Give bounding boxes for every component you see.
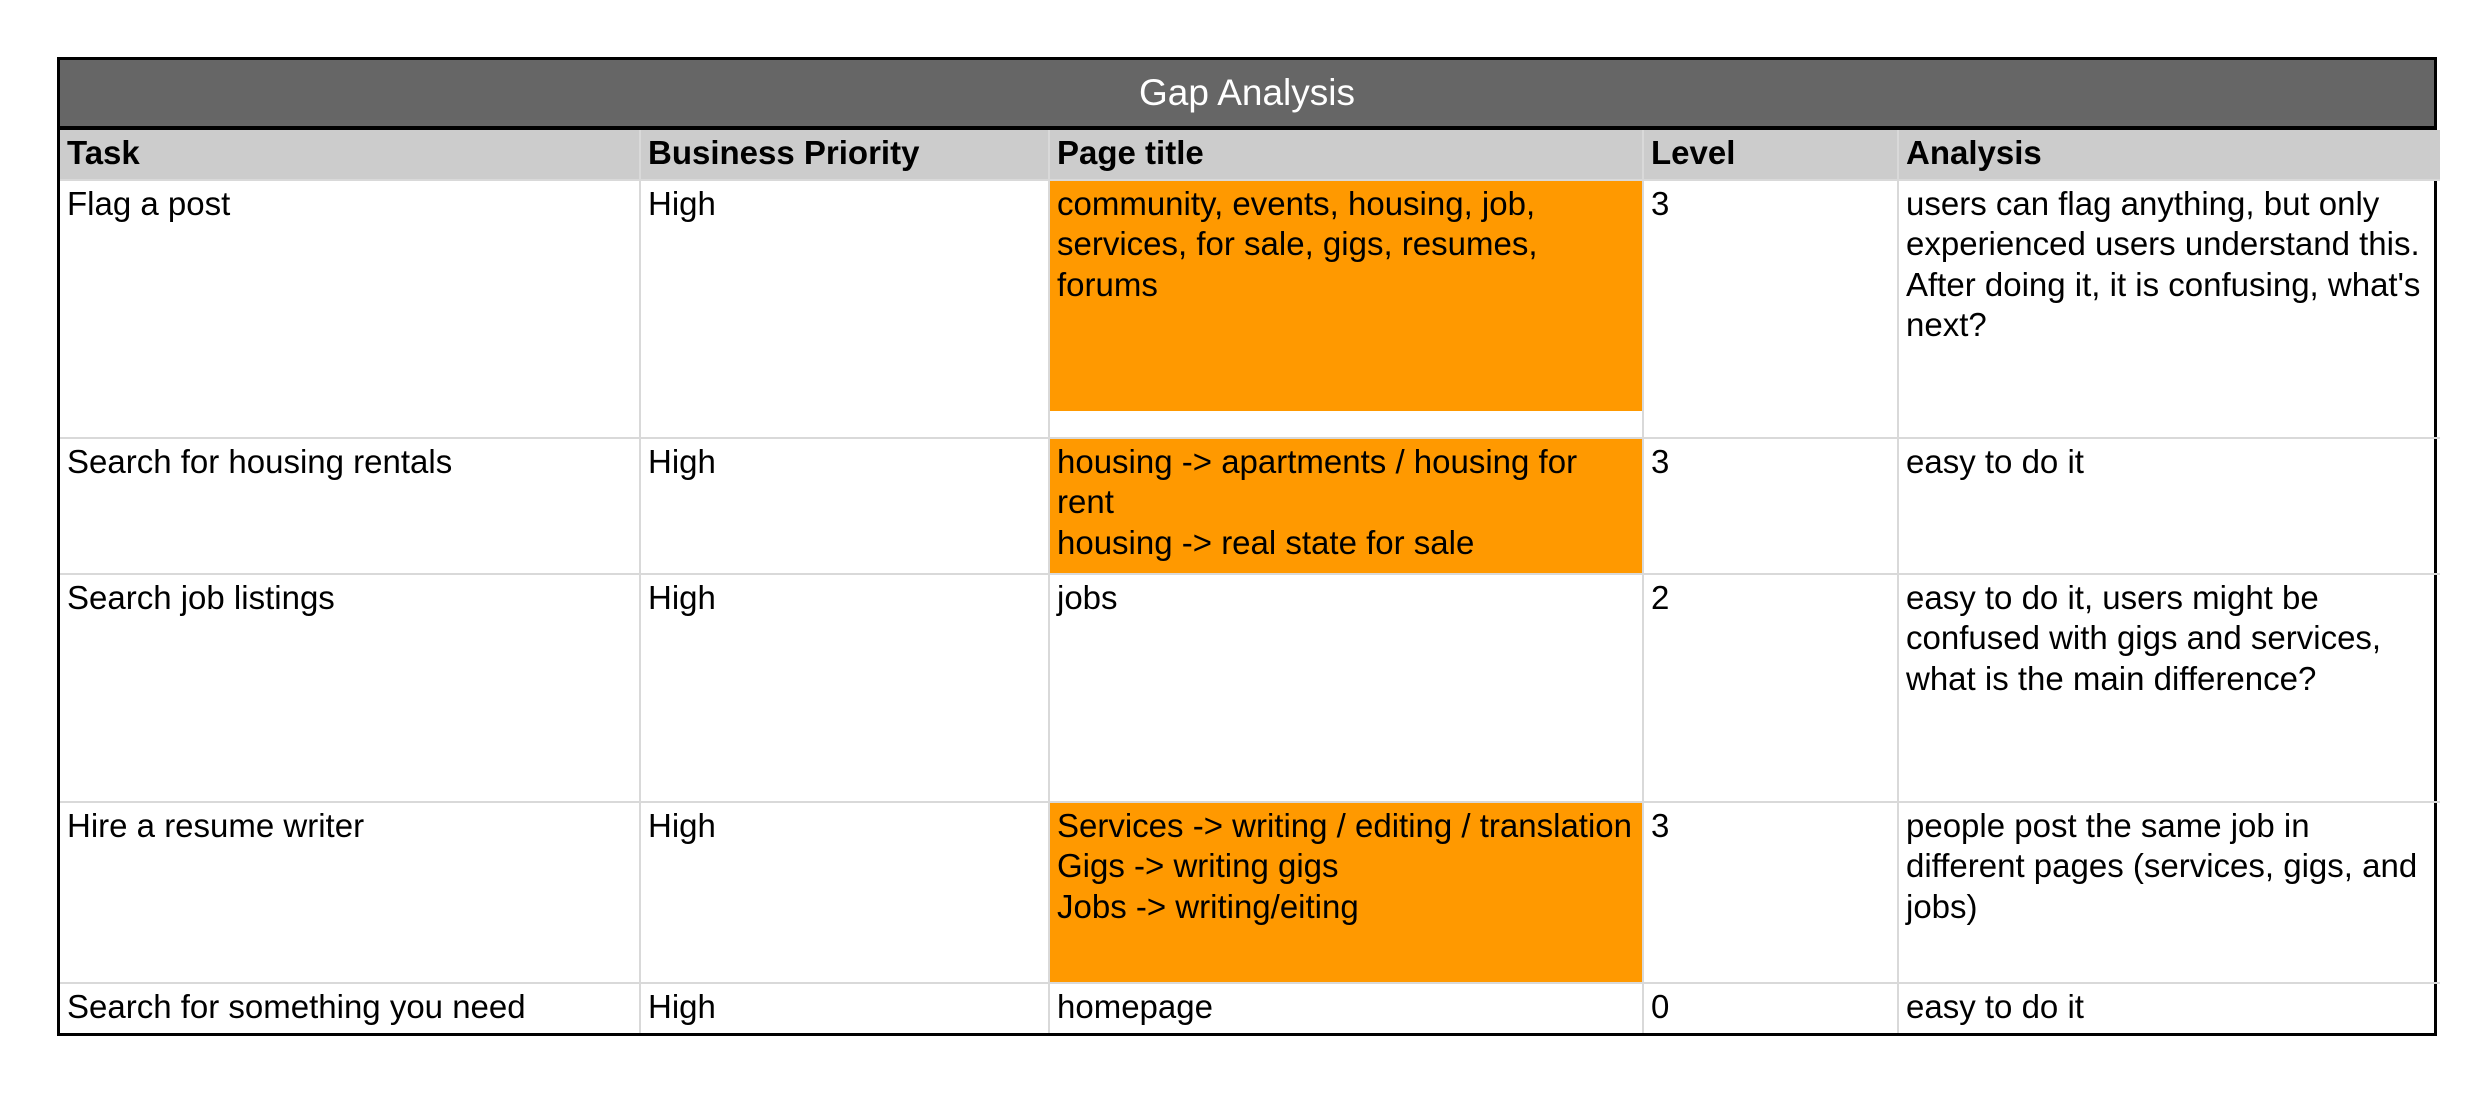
- table-row: Search for something you need High homep…: [60, 982, 2440, 1033]
- cell-task[interactable]: Search job listings: [60, 573, 641, 803]
- column-header-business-priority[interactable]: Business Priority: [639, 130, 1050, 180]
- cell-page-title[interactable]: housing -> apartments / housing for rent…: [1048, 437, 1644, 575]
- cell-analysis[interactable]: easy to do it, users might be confused w…: [1897, 573, 2440, 803]
- cell-level[interactable]: 0: [1642, 982, 1899, 1033]
- cell-priority[interactable]: High: [639, 982, 1050, 1033]
- cell-page-title[interactable]: Services -> writing / editing / translat…: [1048, 801, 1644, 984]
- cell-page-title[interactable]: homepage: [1048, 982, 1644, 1033]
- table-row: Hire a resume writer High Services -> wr…: [60, 801, 2440, 984]
- header-row: Task Business Priority Page title Level …: [60, 130, 2440, 180]
- cell-page-title[interactable]: community, events, housing, job, service…: [1048, 179, 1644, 439]
- gap-analysis-sheet: Gap Analysis Task Business Priority Page…: [57, 57, 2440, 1036]
- cell-analysis[interactable]: users can flag anything, but only experi…: [1897, 179, 2440, 439]
- gap-analysis-table: Task Business Priority Page title Level …: [60, 130, 2440, 1033]
- table-title: Gap Analysis: [1139, 72, 1355, 113]
- table-row: Flag a post High community, events, hous…: [60, 179, 2440, 439]
- cell-analysis[interactable]: easy to do it: [1897, 982, 2440, 1033]
- cell-task[interactable]: Hire a resume writer: [60, 801, 641, 984]
- cell-priority[interactable]: High: [639, 179, 1050, 439]
- table-title-bar: Gap Analysis: [60, 60, 2434, 130]
- column-header-analysis[interactable]: Analysis: [1897, 130, 2440, 180]
- column-header-page-title[interactable]: Page title: [1048, 130, 1644, 180]
- cell-task[interactable]: Search for something you need: [60, 982, 641, 1033]
- cell-task[interactable]: Flag a post: [60, 179, 641, 439]
- cell-task[interactable]: Search for housing rentals: [60, 437, 641, 575]
- cell-page-title[interactable]: jobs: [1048, 573, 1644, 803]
- cell-priority[interactable]: High: [639, 437, 1050, 575]
- cell-level[interactable]: 3: [1642, 801, 1899, 984]
- cell-level[interactable]: 3: [1642, 437, 1899, 575]
- table-row: Search job listings High jobs 2 easy to …: [60, 573, 2440, 803]
- cell-analysis[interactable]: easy to do it: [1897, 437, 2440, 575]
- cell-priority[interactable]: High: [639, 801, 1050, 984]
- column-header-task[interactable]: Task: [60, 130, 641, 180]
- cell-analysis[interactable]: people post the same job in different pa…: [1897, 801, 2440, 984]
- cell-priority[interactable]: High: [639, 573, 1050, 803]
- cell-level[interactable]: 2: [1642, 573, 1899, 803]
- table-row: Search for housing rentals High housing …: [60, 437, 2440, 575]
- cell-level[interactable]: 3: [1642, 179, 1899, 439]
- column-header-level[interactable]: Level: [1642, 130, 1899, 180]
